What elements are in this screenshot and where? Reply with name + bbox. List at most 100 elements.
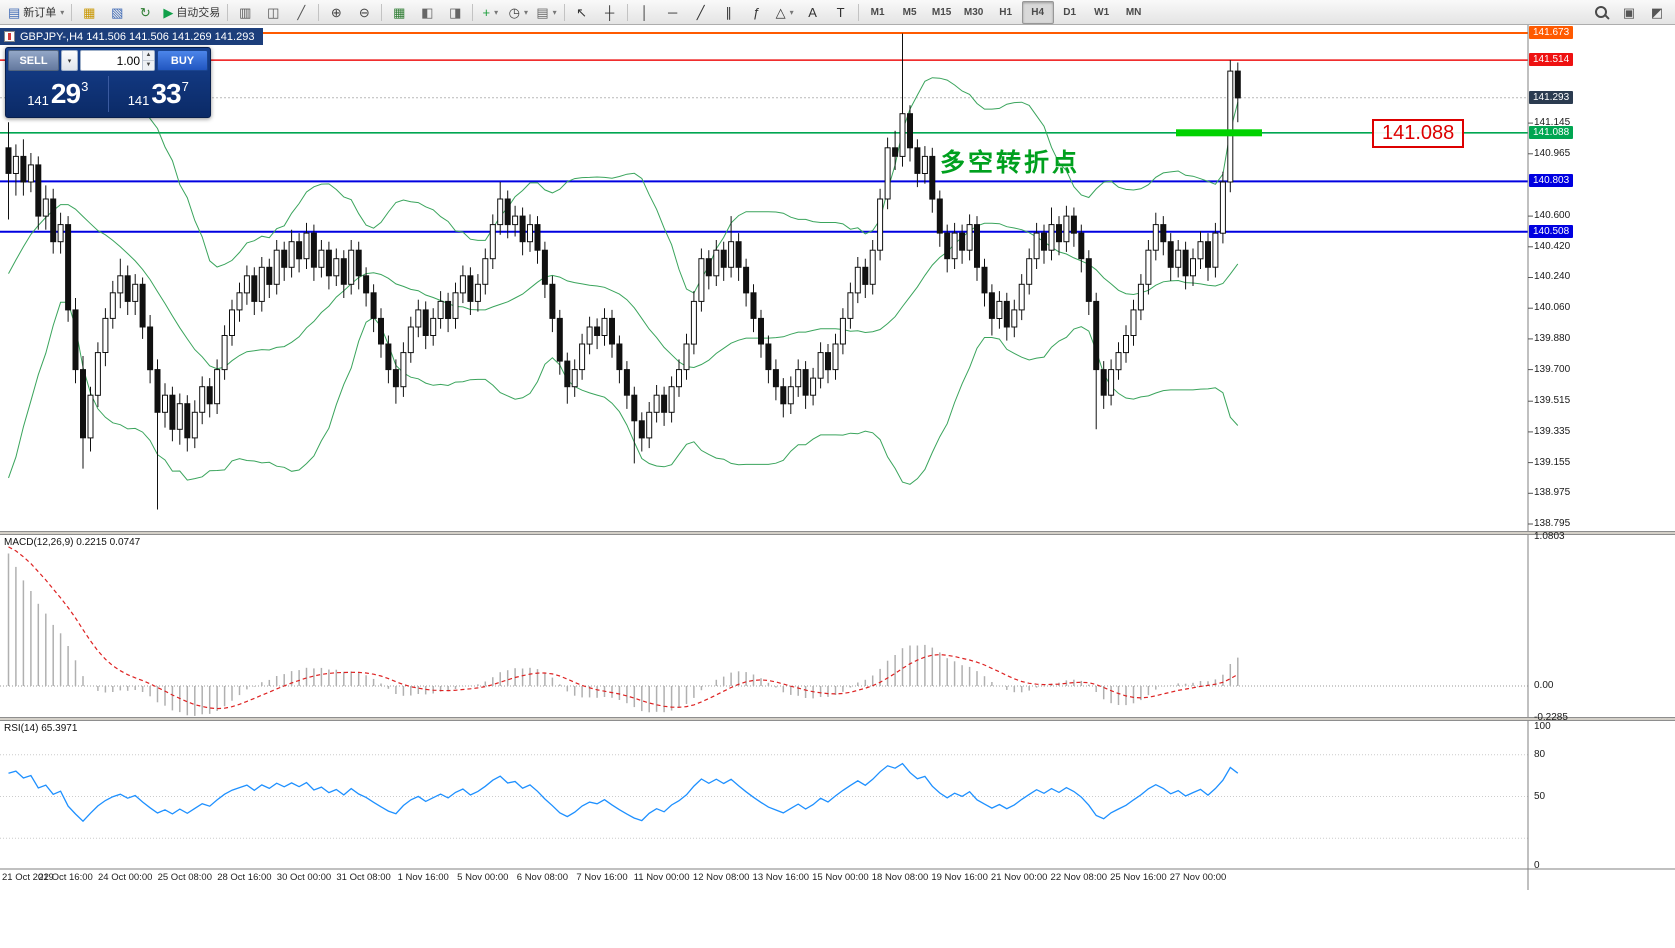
search-button[interactable] <box>1587 1 1615 24</box>
current-price-label: 141.293 <box>1529 90 1574 104</box>
macd-axis-label: 0.00 <box>1534 680 1554 691</box>
timeframe-h4[interactable]: H4 <box>1021 0 1054 24</box>
toolbar-separator <box>381 3 383 21</box>
clock-icon: ◷ <box>508 4 520 20</box>
volume-stepper: ▲ ▼ <box>142 51 154 70</box>
bar-chart-button[interactable]: ▥ <box>231 1 259 24</box>
panel-separator[interactable] <box>0 531 1675 535</box>
price-axis[interactable] <box>1528 25 1675 890</box>
text-button[interactable]: A <box>799 1 827 24</box>
templates-icon: ▤ <box>536 4 549 20</box>
rsi-axis-label: 80 <box>1534 748 1546 760</box>
tile-windows-button[interactable]: ▦ <box>385 1 413 24</box>
panel-separator[interactable] <box>0 717 1675 721</box>
chart-window-icon <box>4 31 15 42</box>
rsi-axis-label: 50 <box>1534 790 1546 802</box>
vertical-line-icon: │ <box>640 4 649 20</box>
rsi-line <box>8 762 1239 823</box>
price-tick-label: 139.700 <box>1534 363 1571 375</box>
periods-button[interactable]: ◷ ▾ <box>504 1 532 24</box>
price-tick-label: 139.880 <box>1534 332 1571 344</box>
templates-button[interactable]: ▤ ▾ <box>532 1 560 24</box>
data-window-button[interactable]: ▣ <box>1615 1 1643 24</box>
macd-axis-label: 1.0803 <box>1534 530 1565 542</box>
volume-field: ▲ ▼ <box>80 50 155 71</box>
crosshair-button[interactable]: ┼ <box>596 1 624 24</box>
toolbar: ▤ 新订单 ▾ ▦ ▧ ↻ ▶ 自动交易 ▥ ◫ ╱ ⊕ ⊖ ▦ ◧ ◨ + ▾ ◷ ▾ ▤ ▾ ↖ ┼ │ ─ ╱ ∥ ƒ △ ▾ A T M1… <box>0 0 1675 25</box>
volume-input[interactable] <box>81 51 142 70</box>
market-watch-icon: ▦ <box>83 4 96 20</box>
buy-price[interactable]: 141 33 7 <box>109 73 209 115</box>
macd-axis-label: -0.2285 <box>1534 711 1568 723</box>
line-chart-button[interactable]: ╱ <box>287 1 315 24</box>
macd-histogram <box>7 553 1239 716</box>
price-tick-label: 140.240 <box>1534 271 1571 283</box>
indicators-button[interactable]: + ▾ <box>476 1 504 24</box>
price-tick-label: 138.795 <box>1534 518 1571 529</box>
arrange-icon: ◨ <box>449 4 462 20</box>
time-label: 25 Oct 08:00 <box>157 872 212 883</box>
time-label: 24 Oct 00:00 <box>97 872 153 883</box>
highlight-segment[interactable] <box>1176 129 1262 137</box>
chevron-down-icon: ▾ <box>523 7 528 17</box>
buy-price-big: 33 <box>151 78 181 109</box>
equidistant-channel-button[interactable]: ∥ <box>715 1 743 24</box>
auto-trading-icon: ▶ <box>163 4 174 20</box>
cascade-windows-button[interactable]: ◧ <box>413 1 441 24</box>
volume-increase-button[interactable]: ▲ <box>143 51 154 61</box>
price-level-label: 141.088 <box>1529 125 1574 139</box>
volume-dropdown-button[interactable]: ▾ <box>61 50 78 71</box>
channel-icon: ∥ <box>725 4 732 20</box>
one-click-trading-panel: SELL ▾ ▲ ▼ BUY 141 29 3 141 33 7 <box>5 47 211 118</box>
time-label: 13 Nov 16:00 <box>752 872 810 883</box>
time-label: 30 Oct 00:00 <box>276 872 332 883</box>
timeframe-w1[interactable]: W1 <box>1094 6 1110 18</box>
time-label: 28 Oct 16:00 <box>217 872 272 883</box>
time-label: 22 Nov 08:00 <box>1050 872 1108 883</box>
fibonacci-button[interactable]: ƒ <box>743 1 771 24</box>
line-chart-icon: ╱ <box>297 4 306 20</box>
trendline-icon: ╱ <box>696 4 705 20</box>
label-icon: T <box>836 4 845 20</box>
price-tick-label: 141.145 <box>1534 117 1571 129</box>
new-order-button[interactable]: ▤ 新订单 ▾ <box>4 1 68 24</box>
trendline-button[interactable]: ╱ <box>687 1 715 24</box>
price-tick-label: 139.515 <box>1534 395 1571 407</box>
arrange-windows-button[interactable]: ◨ <box>441 1 469 24</box>
horizontal-levels[interactable] <box>0 32 1528 233</box>
cursor-button[interactable]: ↖ <box>568 1 596 24</box>
zoom-in-button[interactable]: ⊕ <box>322 1 350 24</box>
navigator-button[interactable]: ▧ <box>103 1 131 24</box>
price-divider <box>107 76 109 112</box>
timeframe-m5[interactable]: M5 <box>902 6 917 18</box>
time-label: 18 Nov 08:00 <box>871 872 929 883</box>
price-level-label: 141.514 <box>1529 53 1574 67</box>
candlestick-button[interactable]: ◫ <box>259 1 287 24</box>
auto-trading-button[interactable]: ▶ 自动交易 <box>159 1 224 24</box>
zoom-out-button[interactable]: ⊖ <box>350 1 378 24</box>
time-label: 11 Nov 00:00 <box>633 872 690 883</box>
volume-decrease-button[interactable]: ▼ <box>143 61 154 70</box>
tile-windows-icon: ▦ <box>393 4 406 20</box>
new-chart-button[interactable]: ◩ <box>1643 1 1671 24</box>
shapes-button[interactable]: △ ▾ <box>771 1 799 24</box>
vertical-line-button[interactable]: │ <box>631 1 659 24</box>
market-watch-button[interactable]: ▦ <box>75 1 103 24</box>
time-label: 7 Nov 16:00 <box>576 872 628 883</box>
toolbar-separator <box>227 3 229 21</box>
timeframe-m30[interactable]: M30 <box>963 6 984 18</box>
timeframe-d1[interactable]: D1 <box>1063 6 1077 18</box>
refresh-button[interactable]: ↻ <box>131 1 159 24</box>
text-label-button[interactable]: T <box>827 1 855 24</box>
timeframe-mn[interactable]: MN <box>1125 6 1142 18</box>
timeframe-m1[interactable]: M1 <box>870 6 885 18</box>
timeframe-h1[interactable]: H1 <box>999 6 1013 18</box>
time-label: 12 Nov 08:00 <box>692 872 750 883</box>
buy-button[interactable]: BUY <box>157 50 208 71</box>
sell-price[interactable]: 141 29 3 <box>8 73 108 115</box>
sell-button[interactable]: SELL <box>8 50 59 71</box>
horizontal-line-button[interactable]: ─ <box>659 1 687 24</box>
timeframe-m15[interactable]: M15 <box>931 6 952 18</box>
refresh-icon: ↻ <box>139 4 151 20</box>
